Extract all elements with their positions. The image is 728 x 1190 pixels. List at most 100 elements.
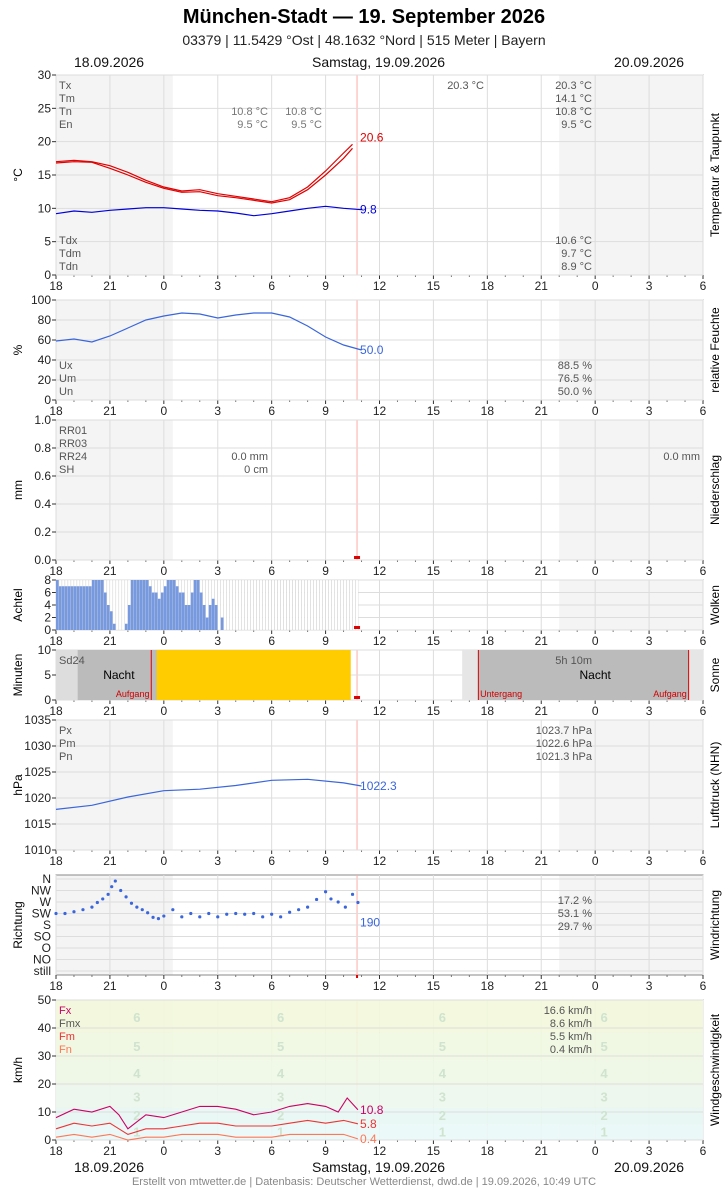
end-value-label: 50.0 — [360, 343, 384, 357]
x-tick-label: 21 — [103, 1144, 117, 1158]
cloud-bar — [166, 580, 170, 630]
x-tick-label: 6 — [700, 404, 707, 418]
x-tick-label: 0 — [160, 279, 167, 293]
direction-point — [288, 910, 292, 914]
direction-point — [225, 912, 229, 916]
x-tick-label: 3 — [646, 979, 653, 993]
x-tick-label: 15 — [427, 634, 441, 648]
cloud-bar-bg — [340, 579, 344, 631]
x-tick-label: 0 — [160, 564, 167, 578]
cloud-bar — [157, 598, 161, 630]
x-tick-label: 0 — [592, 404, 599, 418]
date-center-top: Samstag, 19.09.2026 — [312, 54, 446, 70]
x-tick-label: 3 — [214, 704, 221, 718]
cloud-bar — [208, 605, 212, 630]
direction-point — [306, 905, 310, 909]
stat-text: 76.5 % — [558, 373, 592, 385]
y-tick-label: NW — [31, 884, 52, 898]
beaufort-label: 3 — [439, 1090, 446, 1105]
x-tick-label: 21 — [535, 279, 549, 293]
x-tick-label: 12 — [373, 404, 387, 418]
x-tick-label: 18 — [49, 979, 63, 993]
cloud-bar-bg — [292, 579, 296, 631]
y-tick-label: 30 — [38, 68, 52, 82]
stat-text: 8.6 km/h — [550, 1018, 592, 1030]
beaufort-label: 6 — [277, 1010, 284, 1025]
cloud-bar-bg — [316, 579, 320, 631]
y-tick-label: S — [43, 918, 51, 932]
date-right-bottom: 20.09.2026 — [614, 1159, 685, 1175]
y-tick-label: 1010 — [24, 843, 51, 857]
x-tick-label: 21 — [103, 704, 117, 718]
series-line-mittel — [55, 1119, 359, 1135]
beaufort-band — [56, 1124, 703, 1140]
stat-text: 1022.6 hPa — [536, 738, 593, 750]
cloud-bar-bg — [307, 579, 311, 631]
y-tick-label: O — [42, 941, 51, 955]
x-tick-label: 9 — [322, 979, 329, 993]
cloud-bar-bg — [268, 579, 272, 631]
x-tick-label: 0 — [592, 704, 599, 718]
x-tick-label: 3 — [646, 1144, 653, 1158]
cloud-bar — [154, 592, 158, 630]
x-tick-label: 15 — [427, 704, 441, 718]
beaufort-label: 5 — [439, 1039, 446, 1054]
direction-point — [54, 911, 58, 916]
beaufort-label: 2 — [277, 1108, 284, 1123]
x-tick-label: 0 — [160, 634, 167, 648]
direction-point — [171, 908, 175, 912]
cloud-bar — [70, 586, 74, 630]
y-axis-label: km/h — [11, 1057, 25, 1083]
cloud-bar-bg — [322, 579, 326, 631]
y-tick-label: 4 — [44, 598, 51, 612]
cloud-bar-bg — [247, 579, 251, 631]
y-tick-label: 0.8 — [34, 441, 51, 455]
direction-point — [119, 888, 123, 893]
direction-point — [350, 892, 355, 896]
cloud-bar-bg — [286, 579, 290, 631]
y-tick-label: 40 — [38, 353, 52, 367]
y-tick-label: SO — [34, 930, 51, 944]
end-value-label: 5.8 — [360, 1117, 377, 1131]
stat-text: 50.0 % — [558, 386, 592, 398]
cloud-bar — [79, 586, 83, 630]
y-tick-label: 6 — [44, 586, 51, 600]
x-tick-label: 6 — [268, 1144, 275, 1158]
now-marker — [356, 975, 359, 978]
cloud-bar — [181, 592, 185, 630]
beaufort-label: 6 — [601, 1010, 608, 1025]
x-tick-label: 12 — [373, 564, 387, 578]
cloud-bar — [76, 586, 80, 630]
direction-point — [252, 911, 256, 916]
x-tick-label: 9 — [322, 704, 329, 718]
y-tick-label: 10 — [38, 1105, 52, 1119]
cloud-bar — [214, 605, 218, 630]
cloud-bar — [193, 580, 197, 630]
cloud-bar-bg — [349, 579, 353, 631]
station-info: 03379 | 11.5429 °Ost | 48.1632 °Nord | 5… — [182, 32, 546, 48]
x-tick-label: 18 — [49, 404, 63, 418]
stat-text: Tm — [59, 93, 75, 105]
cloud-bar-bg — [265, 579, 269, 631]
stat-text: 9.7 °C — [561, 248, 592, 260]
y-axis-label: mm — [11, 480, 25, 500]
end-value-label: 0.4 — [360, 1132, 377, 1146]
direction-point — [279, 915, 283, 919]
x-tick-label: 3 — [646, 634, 653, 648]
x-tick-label: 3 — [214, 279, 221, 293]
beaufort-label: 5 — [601, 1039, 608, 1054]
night-shade — [56, 300, 173, 400]
stat-text: 1021.3 hPa — [536, 751, 593, 763]
end-value-label: 20.6 — [360, 131, 384, 145]
stat-text: 5h 10m — [555, 655, 592, 667]
cloud-bar-bg — [328, 579, 332, 631]
stat-text: Ux — [59, 360, 73, 372]
x-tick-label: 15 — [427, 404, 441, 418]
x-tick-label: 15 — [427, 979, 441, 993]
x-tick-label: 6 — [268, 704, 275, 718]
y-tick-label: 0 — [44, 268, 51, 282]
dusk-block — [462, 650, 479, 700]
panel-side-label: Sonne — [708, 657, 722, 692]
x-tick-label: 6 — [700, 634, 707, 648]
x-tick-label: 21 — [535, 704, 549, 718]
